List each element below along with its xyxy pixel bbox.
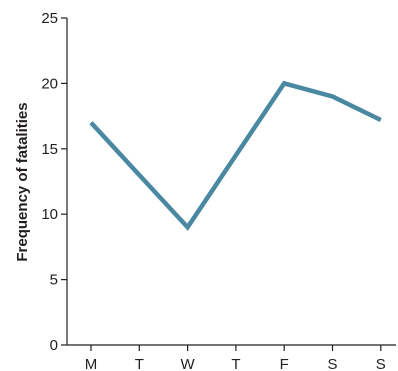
x-tick-label: T: [231, 356, 240, 371]
x-tick-label: S: [376, 356, 386, 371]
y-tick-label: 10: [41, 206, 58, 223]
y-axis-title: Frequency of fatalities: [14, 102, 31, 261]
series-layer: [89, 80, 382, 231]
y-ticks: 0 5 10 15 20 25: [41, 10, 67, 354]
y-tick-label: 25: [41, 10, 58, 27]
x-tick-label: M: [85, 356, 98, 371]
y-tick-label: 0: [50, 337, 58, 354]
y-tick-label: 15: [41, 141, 58, 158]
x-tick-label: W: [181, 356, 196, 371]
x-tick-label: T: [135, 356, 144, 371]
x-tick-label: F: [280, 356, 289, 371]
axes: [66, 18, 396, 346]
y-tick-label: 5: [50, 272, 58, 289]
x-tick-label: S: [327, 356, 337, 371]
y-tick-label: 20: [41, 75, 58, 92]
series-line: [89, 80, 382, 231]
